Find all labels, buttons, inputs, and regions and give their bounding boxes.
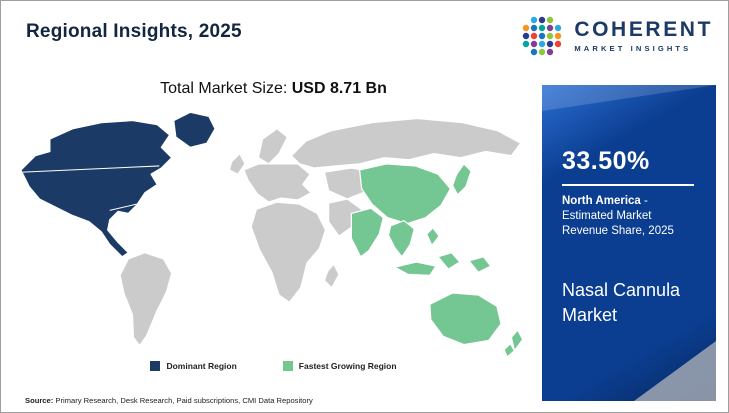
madagascar: [323, 263, 340, 289]
united-kingdom: [228, 152, 246, 175]
india: [350, 207, 384, 258]
new-zealand-south: [503, 342, 516, 358]
region-north-america: [20, 111, 216, 258]
source-note: Source: Primary Research, Desk Research,…: [25, 396, 313, 405]
us-mexico-border: [109, 203, 137, 211]
japan: [451, 163, 472, 196]
legend-item-dominant: Dominant Region: [150, 361, 237, 371]
dominant-region-swatch: [150, 361, 161, 371]
logo-tagline: MARKET INSIGHTS: [574, 44, 692, 53]
revenue-share-description: North America - Estimated Market Revenue…: [562, 194, 700, 240]
source-text: Primary Research, Desk Research, Paid su…: [53, 396, 313, 405]
legend-item-fastest: Fastest Growing Region: [282, 361, 397, 371]
fastest-growing-region-label: Fastest Growing Region: [298, 361, 397, 371]
share-divider: [562, 184, 694, 186]
country-borders: [22, 165, 160, 211]
region-rest-of-world: [119, 117, 522, 347]
share-description-text: - Estimated Market Revenue Share, 2025: [562, 195, 674, 238]
logo-text: COHERENT MARKET INSIGHTS: [574, 19, 713, 53]
scandinavia: [257, 128, 288, 165]
australia: [429, 292, 502, 346]
indonesia: [394, 261, 437, 277]
new-zealand-north: [510, 329, 524, 352]
market-size-value: USD 8.71 Bn: [291, 80, 387, 97]
greenland: [173, 111, 216, 148]
logo-name: COHERENT: [574, 18, 713, 41]
russia: [290, 117, 522, 169]
europe: [243, 163, 312, 203]
market-size-label: Total Market Size:: [160, 80, 292, 97]
philippines: [426, 227, 440, 247]
page-title: Regional Insights, 2025: [26, 21, 242, 42]
region-asia-pacific: [350, 163, 524, 358]
source-label: Source:: [25, 396, 54, 405]
borneo: [437, 252, 461, 270]
market-name: Nasal Cannula Market: [562, 279, 681, 326]
brand-logo: COHERENT MARKET INSIGHTS: [519, 14, 713, 58]
indochina: [387, 220, 415, 258]
us-canada-border: [22, 165, 160, 173]
africa: [250, 201, 327, 303]
fastest-growing-region-swatch: [282, 361, 293, 371]
east-asia: [358, 163, 452, 225]
north-america: [20, 119, 173, 258]
sidebar-panel: 33.50% North America - Estimated Market …: [542, 85, 716, 401]
total-market-size: Total Market Size: USD 8.71 Bn: [1, 80, 546, 98]
world-map: [20, 111, 524, 358]
new-guinea: [468, 256, 492, 273]
logo-dots-icon: [523, 16, 562, 56]
share-region-name: North America: [562, 195, 641, 207]
map-legend: Dominant Region Fastest Growing Region: [1, 361, 546, 371]
revenue-share-value: 33.50%: [562, 147, 650, 175]
south-america: [119, 252, 173, 347]
dominant-region-label: Dominant Region: [166, 361, 237, 371]
